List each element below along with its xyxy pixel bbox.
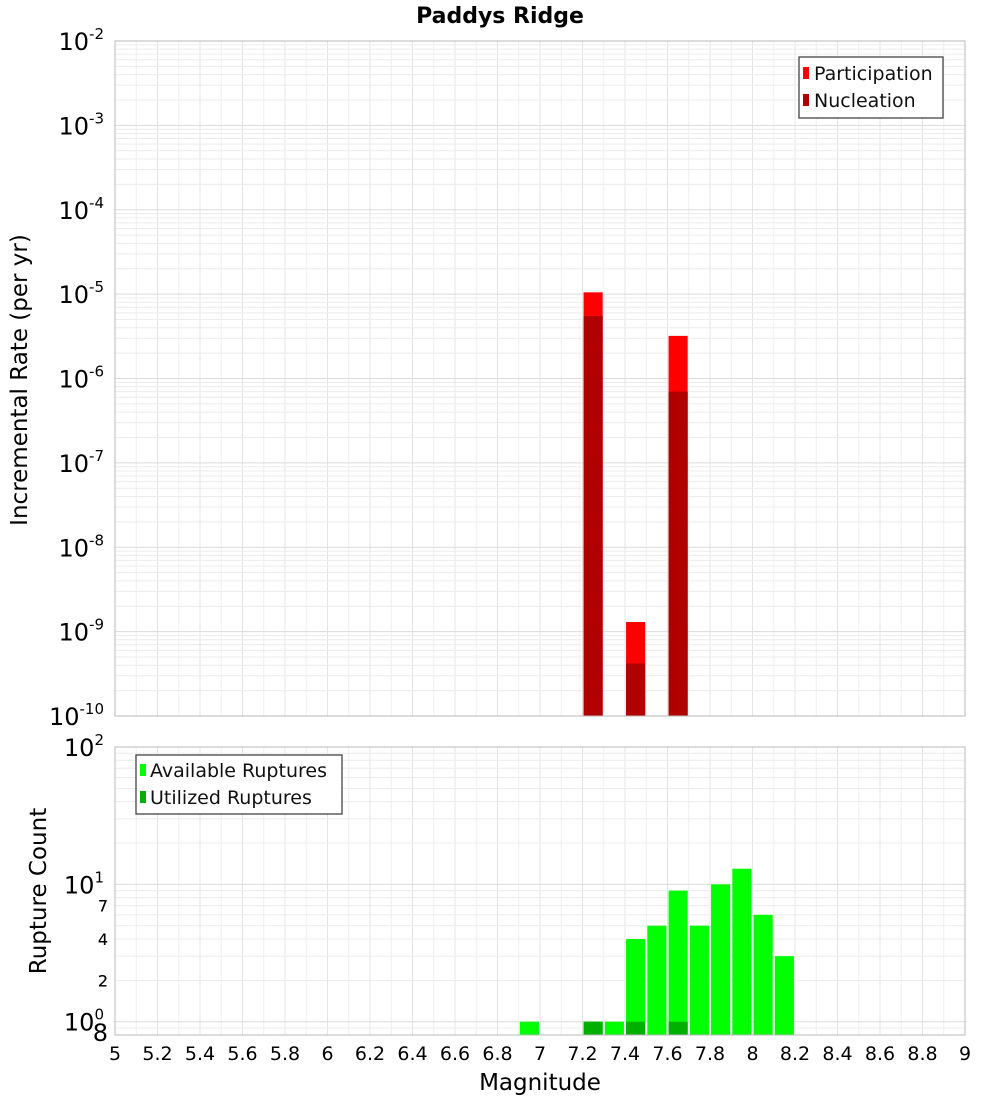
bottom-legend: Available Ruptures Utilized Ruptures	[135, 754, 343, 815]
x-tick-label: 8.2	[780, 1043, 810, 1065]
x-axis-label: Magnitude	[479, 1070, 601, 1096]
top-y-tick-label: 10-9	[58, 616, 104, 647]
top-bar-nucleation	[668, 391, 688, 716]
bottom-legend-label: Available Ruptures	[150, 760, 327, 782]
x-tick-label: 5.2	[142, 1043, 172, 1065]
bottom-bar-available-ruptures	[626, 939, 646, 1035]
top-legend-box	[798, 56, 944, 119]
bottom-plot-frame	[114, 746, 966, 1036]
bottom-bar-available-ruptures	[604, 1021, 624, 1035]
bottom-y-tick-label: 7	[98, 897, 108, 916]
top-grid	[114, 41, 966, 717]
bottom-bar-available-ruptures	[732, 868, 752, 1035]
bottom-bar-utilized-ruptures	[626, 1021, 646, 1035]
bottom-bar-available-ruptures	[774, 956, 794, 1035]
bottom-y-tick-label: 102	[64, 731, 104, 762]
bottom-bar-available-ruptures	[647, 925, 667, 1035]
bottom-bar-utilized-ruptures	[668, 1021, 688, 1035]
bottom-y-tick-label: 7	[98, 897, 108, 916]
x-tick-label: 5.8	[270, 1043, 300, 1065]
top-y-tick-label: 10-7	[58, 447, 104, 478]
top-y-tick-label: 10-5	[58, 278, 104, 309]
x-tick-label: 7	[534, 1043, 546, 1065]
top-legend-label: Nucleation	[814, 90, 916, 112]
top-bars	[583, 292, 688, 716]
x-tick-label: 6.8	[482, 1043, 512, 1065]
bottom-bar-utilized-ruptures	[583, 1021, 603, 1035]
bottom-y-tick-label: 2	[98, 971, 108, 990]
top-legend-swatch	[803, 94, 809, 106]
top-y-tick-label: 10-8	[58, 531, 104, 562]
x-tick-label: 6.6	[440, 1043, 470, 1065]
top-y-tick-label: 10-2	[58, 25, 104, 56]
x-tick-label: 7.2	[567, 1043, 597, 1065]
bottom-y-axis-label: Rupture Count	[26, 808, 52, 974]
x-tick-label: 5	[109, 1043, 121, 1065]
x-tick-label: 8	[746, 1043, 758, 1065]
bottom-legend-box	[135, 754, 343, 815]
x-tick-label: 7.8	[695, 1043, 725, 1065]
top-bar-nucleation	[626, 663, 646, 716]
x-tick-label: 5.6	[227, 1043, 257, 1065]
bottom-legend-label: Utilized Ruptures	[150, 787, 312, 809]
bottom-bar-available-ruptures	[711, 884, 731, 1035]
x-tick-label: 7.6	[652, 1043, 682, 1065]
bottom-legend-swatch	[140, 791, 146, 803]
x-tick-label: 5.4	[185, 1043, 215, 1065]
top-y-axis-label: Incremental Rate (per yr)	[7, 234, 33, 526]
bottom-bar-available-ruptures	[689, 925, 709, 1035]
chart-title: Paddys Ridge	[416, 4, 584, 29]
x-tick-label: 9	[959, 1043, 971, 1065]
top-plot-frame	[114, 40, 966, 717]
bottom-legend-swatch	[140, 764, 146, 776]
bottom-bar-available-ruptures	[668, 890, 688, 1035]
top-legend-swatch	[803, 67, 809, 79]
x-tick-label: 8.8	[907, 1043, 937, 1065]
top-y-tick-label: 10-10	[49, 700, 104, 731]
bottom-y-tick-label: 4	[98, 930, 108, 949]
bottom-bar-available-ruptures	[753, 914, 773, 1035]
bottom-y-tick-label: 4	[98, 930, 108, 949]
bottom-y-tick-label: 101	[64, 868, 104, 899]
bottom-y-tick-label: 100	[64, 1006, 104, 1037]
bottom-bars	[519, 868, 794, 1035]
top-y-tick-label: 10-3	[58, 109, 104, 140]
bottom-y-tick-label: 8	[93, 1019, 108, 1047]
bottom-bar-available-ruptures	[519, 1021, 539, 1035]
bottom-y-tick-label: 2	[98, 971, 108, 990]
x-tick-label: 6	[321, 1043, 333, 1065]
x-tick-label: 8.4	[822, 1043, 852, 1065]
top-legend: Participation Nucleation	[798, 56, 944, 119]
top-legend-label: Participation	[814, 63, 933, 85]
x-tick-label: 8.6	[865, 1043, 895, 1065]
x-tick-label: 6.4	[397, 1043, 427, 1065]
top-y-tick-label: 10-4	[58, 194, 104, 225]
top-y-tick-label: 10-6	[58, 363, 104, 394]
bottom-grid	[114, 747, 966, 1036]
x-tick-label: 6.2	[355, 1043, 385, 1065]
x-tick-label: 7.4	[610, 1043, 640, 1065]
top-bar-nucleation	[583, 316, 603, 716]
